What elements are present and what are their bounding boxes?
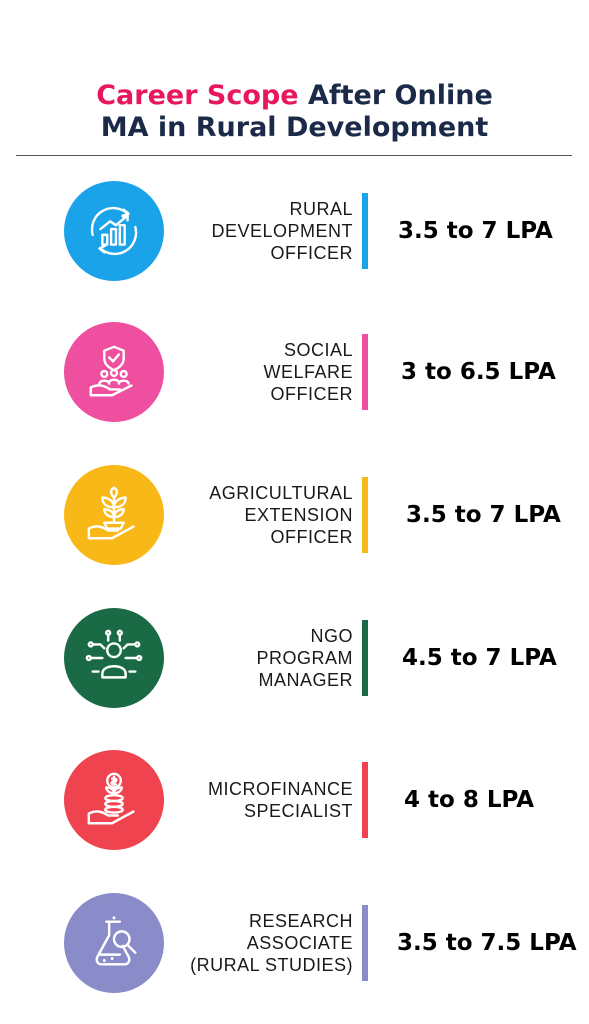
job-title-line: OFFICER (270, 527, 353, 547)
job-title: AGRICULTURAL EXTENSION OFFICER (209, 465, 353, 565)
accent-bar (362, 620, 368, 696)
job-title-line: NGO (310, 626, 353, 646)
salary-range: 4 to 8 LPA (404, 787, 535, 813)
accent-bar (362, 193, 368, 269)
job-title-line: MANAGER (258, 670, 353, 690)
career-row: RESEARCH ASSOCIATE (RURAL STUDIES) 3.5 to 7… (0, 893, 589, 993)
job-title: RESEARCH ASSOCIATE (RURAL STUDIES) (190, 893, 353, 993)
accent-bar (362, 334, 368, 410)
job-title-line: DEVELOPMENT (211, 221, 353, 241)
accent-bar (362, 477, 368, 553)
salary-range: 3.5 to 7 LPA (398, 218, 553, 244)
accent-bar (362, 905, 368, 981)
job-title-line: RURAL (289, 199, 353, 219)
salary-range: 4.5 to 7 LPA (402, 645, 557, 671)
career-row: AGRICULTURAL EXTENSION OFFICER 3.5 to 7 LPA (0, 465, 589, 565)
job-title-line: MICROFINANCE (208, 779, 353, 799)
job-title-line: AGRICULTURAL (209, 483, 353, 503)
job-title-line: ASSOCIATE (246, 933, 353, 953)
title-divider (16, 155, 572, 156)
job-title-line: OFFICER (270, 384, 353, 404)
salary-range: 3.5 to 7 LPA (406, 502, 561, 528)
job-title-line: (RURAL STUDIES) (190, 955, 353, 975)
career-row: RURAL DEVELOPMENT OFFICER 3.5 to 7 LPA (0, 181, 589, 281)
growth-chart-icon (64, 181, 164, 281)
salary-range: 3.5 to 7.5 LPA (397, 930, 577, 956)
job-title-line: OFFICER (270, 243, 353, 263)
plant-hand-icon (64, 465, 164, 565)
page-title: Career Scope After Online MA in Rural De… (0, 80, 589, 144)
community-shield-hand-icon (64, 322, 164, 422)
job-title-line: WELFARE (263, 362, 353, 382)
job-title: MICROFINANCE SPECIALIST (208, 750, 353, 850)
job-title-line: SOCIAL (283, 340, 353, 360)
job-title: SOCIAL WELFARE OFFICER (263, 322, 353, 422)
title-accent: Career Scope (96, 80, 299, 111)
job-title-line: SPECIALIST (243, 801, 353, 821)
coin-plant-hand-icon (64, 750, 164, 850)
job-title-line: EXTENSION (244, 505, 353, 525)
salary-range: 3 to 6.5 LPA (401, 359, 556, 385)
title-line-2: MA in Rural Development (100, 112, 489, 143)
job-title-line: PROGRAM (256, 648, 353, 668)
title-line-1: Career Scope After Online (0, 80, 589, 112)
network-person-icon (64, 608, 164, 708)
job-title: RURAL DEVELOPMENT OFFICER (211, 181, 353, 281)
career-row: MICROFINANCE SPECIALIST 4 to 8 LPA (0, 750, 589, 850)
career-row: NGO PROGRAM MANAGER 4.5 to 7 LPA (0, 608, 589, 708)
accent-bar (362, 762, 368, 838)
title-rest: After Online (298, 80, 493, 111)
job-title-line: RESEARCH (248, 911, 353, 931)
career-row: SOCIAL WELFARE OFFICER 3 to 6.5 LPA (0, 322, 589, 422)
research-flask-icon (64, 893, 164, 993)
job-title: NGO PROGRAM MANAGER (256, 608, 353, 708)
